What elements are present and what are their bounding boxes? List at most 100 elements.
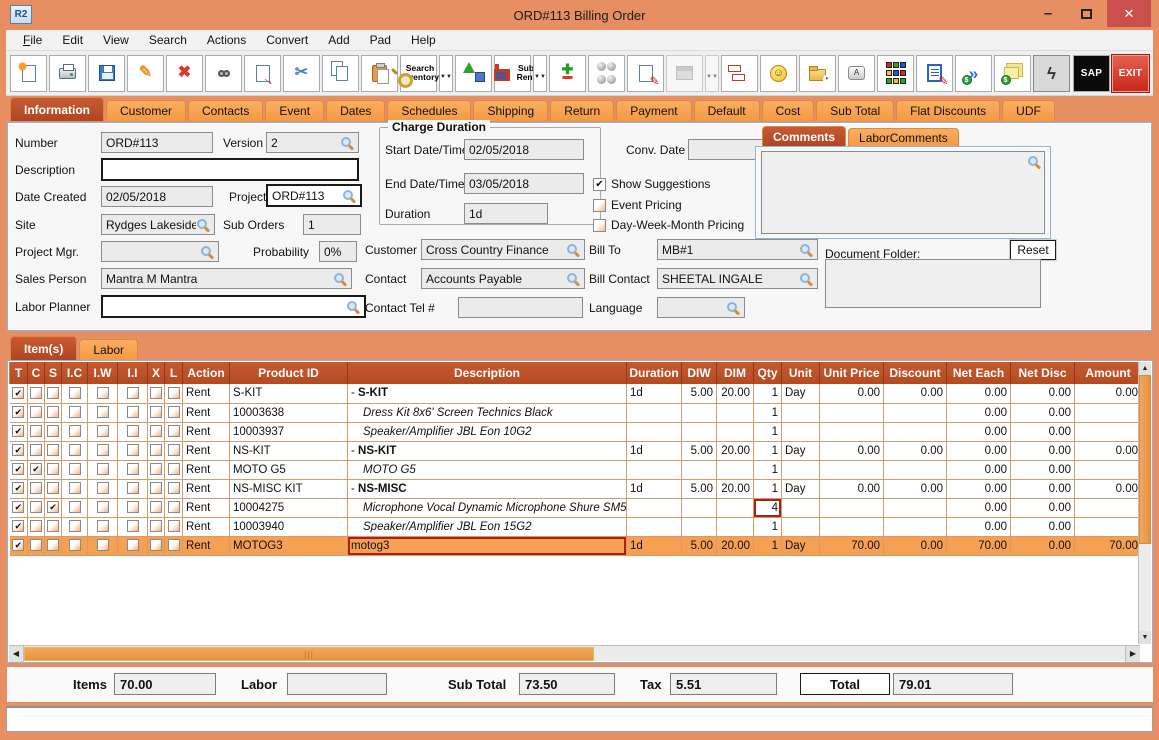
document-folder-box[interactable] [825,259,1041,308]
close-button[interactable]: ✕ [1107,0,1151,27]
hotkey-button[interactable]: A [838,54,875,92]
row-checkbox-t[interactable]: ✔ [9,384,28,404]
column-header-action[interactable]: Action [182,362,230,384]
tab-schedules[interactable]: Schedules [387,100,472,121]
row-checkbox-c[interactable] [27,441,45,461]
duration-field[interactable]: 1d [464,203,548,224]
column-header-l[interactable]: L [164,362,183,384]
delete-x-button[interactable]: ✖ [166,54,203,92]
project-lookup-icon[interactable] [342,189,356,203]
smiley-face-button[interactable]: ☺ [760,54,797,92]
row-checkbox-x[interactable] [147,517,165,537]
bill-contact-field[interactable]: SHEETAL INGALE [657,268,818,289]
tab-event[interactable]: Event [265,100,325,121]
horizontal-scroll-thumb[interactable]: ||| [24,647,594,661]
row-checkbox-l[interactable] [164,460,183,480]
table-row[interactable]: ✔ ✔ Rent MOTO G5 MOTO G5 1 0.00 0.00 [9,460,1142,480]
row-checkbox-c[interactable]: ✔ [27,460,45,480]
column-header-discount[interactable]: Discount [883,362,947,384]
version-field[interactable]: 2 [266,132,359,153]
tab-dates[interactable]: Dates [326,100,386,121]
row-checkbox-l[interactable] [164,422,183,442]
table-row[interactable]: ✔ Rent MOTOG3 motog3 1d 5.00 20.00 1 Day 70.00 0.0… [9,536,1142,556]
calendar-button[interactable] [666,54,703,92]
comments-textarea[interactable] [761,151,1045,234]
column-header-c[interactable]: C [27,362,45,384]
menu-edit[interactable]: Edit [62,33,84,47]
row-checkbox-c[interactable] [27,403,45,423]
convert-shape-button[interactable] [455,54,492,92]
bill-contact-lookup-icon[interactable] [799,272,813,286]
show-suggestions-checkbox[interactable]: ✔ Show Suggestions [593,177,710,191]
column-header-qty[interactable]: Qty [753,362,782,384]
color-blocks-button[interactable] [877,54,914,92]
row-checkbox-t[interactable]: ✔ [9,479,28,499]
row-checkbox-s[interactable] [44,479,62,499]
row-checkbox-c[interactable] [27,479,45,499]
column-header-dim[interactable]: DIM [716,362,754,384]
folder-history-button[interactable] [799,54,836,92]
row-checkbox-i-c[interactable] [61,403,88,423]
row-checkbox-i-w[interactable] [87,384,118,404]
row-checkbox-i-c[interactable] [61,536,88,556]
tab-information[interactable]: Information [10,97,104,121]
notes-edit-button[interactable]: ✎ [627,54,664,92]
row-checkbox-x[interactable] [147,498,165,518]
scroll-left-icon[interactable]: ◀ [9,645,24,662]
scroll-down-icon[interactable]: ▼ [1139,631,1151,644]
row-checkbox-i-c[interactable] [61,441,88,461]
edit-pencil-button[interactable]: ✎ [127,54,164,92]
row-checkbox-l[interactable] [164,403,183,423]
new-document-button[interactable] [10,54,47,92]
group-circles-button[interactable] [588,54,625,92]
spinner-arrows-button[interactable]: ▼▼ [705,54,719,92]
row-checkbox-x[interactable] [147,422,165,442]
table-row[interactable]: ✔ Rent 10003937 Speaker/Amplifier JBL Eon 1… [9,422,1142,442]
menu-search[interactable]: Search [148,33,187,47]
menu-convert[interactable]: Convert [266,33,309,47]
column-header-i-i[interactable]: I.I [117,362,148,384]
row-checkbox-i-i[interactable] [117,517,148,537]
org-chart-button[interactable] [721,54,758,92]
minimize-button[interactable]: – [1043,5,1053,22]
bill-to-lookup-icon[interactable] [799,243,813,257]
print-button[interactable] [49,54,86,92]
probability-field[interactable]: 0%▼ [319,241,357,262]
tab-payment[interactable]: Payment [616,100,692,121]
horizontal-scrollbar[interactable]: ◀ ||| ▶ [9,645,1140,662]
tab-sub-total[interactable]: Sub Total [816,100,895,121]
column-header-unit[interactable]: Unit [781,362,820,384]
row-checkbox-l[interactable] [164,498,183,518]
reset-button[interactable]: Reset [1009,239,1057,261]
copy-pages-button[interactable] [322,54,359,92]
language-lookup-icon[interactable] [726,301,740,315]
sales-person-lookup-icon[interactable] [333,272,347,286]
sales-person-field[interactable]: Mantra M Mantra▼ [101,268,352,289]
row-checkbox-x[interactable] [147,460,165,480]
bill-to-field[interactable]: MB#1 [657,239,818,260]
tab-flat-discounts[interactable]: Flat Discounts [896,100,1001,121]
row-checkbox-l[interactable] [164,441,183,461]
scroll-up-icon[interactable]: ▲ [1139,362,1151,375]
menu-actions[interactable]: Actions [206,33,247,47]
spinner-arrows-button[interactable]: ▼▼ [533,54,547,92]
column-header-t[interactable]: T [9,362,28,384]
row-checkbox-i-w[interactable] [87,517,118,537]
labor-planner-field[interactable] [101,295,366,318]
start-date-field[interactable]: 02/05/2018 [464,139,584,160]
table-row[interactable]: ✔ ✔ Rent 10004275 Microphone Vocal Dynamic M… [9,498,1142,518]
row-checkbox-i-i[interactable] [117,498,148,518]
column-header-net-disc[interactable]: Net Disc [1010,362,1075,384]
number-field[interactable]: ORD#113 [101,132,213,153]
menu-help[interactable]: Help [410,33,436,47]
contact-lookup-icon[interactable] [566,272,580,286]
row-checkbox-i-i[interactable] [117,441,148,461]
row-checkbox-s[interactable] [44,384,62,404]
row-checkbox-l[interactable] [164,384,183,404]
row-checkbox-i-c[interactable] [61,384,88,404]
tab-contacts[interactable]: Contacts [188,100,264,121]
end-date-field[interactable]: 03/05/2018 [464,173,584,194]
project-mgr-field[interactable]: ▼ [101,241,219,262]
row-checkbox-i-i[interactable] [117,403,148,423]
row-checkbox-x[interactable] [147,384,165,404]
